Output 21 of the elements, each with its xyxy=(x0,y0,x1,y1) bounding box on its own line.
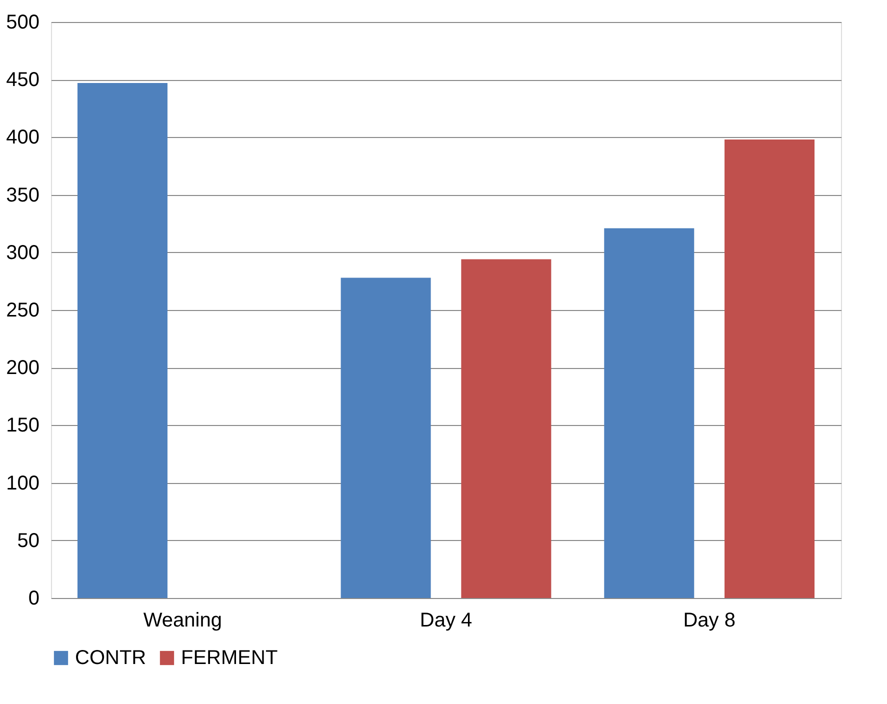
y-tick-label: 250 xyxy=(6,300,40,322)
y-tick-label: 300 xyxy=(6,242,40,264)
y-tick-label: 200 xyxy=(6,357,40,380)
bar xyxy=(77,83,168,598)
y-tick-label: 50 xyxy=(17,530,40,552)
y-tick-label: 0 xyxy=(28,588,40,610)
y-tick-label: 500 xyxy=(6,12,40,34)
bar xyxy=(340,278,431,598)
y-tick-label: 150 xyxy=(6,414,40,437)
legend-label: CONTR xyxy=(75,647,146,669)
y-tick-label: 350 xyxy=(6,184,40,206)
y-tick-label: 400 xyxy=(6,126,40,149)
y-tick-label: 100 xyxy=(6,472,40,494)
bar xyxy=(604,228,694,598)
x-tick-label: Weaning xyxy=(143,610,222,632)
legend-label: FERMENT xyxy=(181,647,278,669)
x-tick-label: Day 8 xyxy=(683,610,736,632)
bar xyxy=(724,140,815,598)
x-tick-label: Day 4 xyxy=(420,610,472,632)
y-tick-label: 450 xyxy=(6,69,40,92)
bar xyxy=(461,259,552,598)
